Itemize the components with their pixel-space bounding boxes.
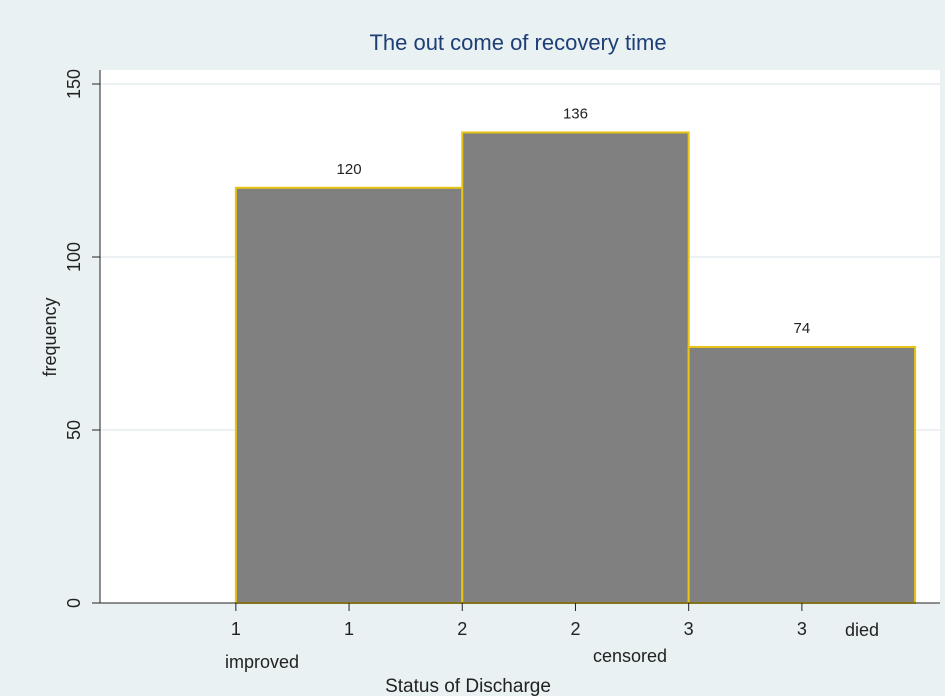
annotation: improved — [225, 652, 299, 672]
bar — [234, 186, 464, 605]
x-tick-label: 2 — [570, 619, 580, 639]
annotation: died — [845, 620, 879, 640]
y-tick-label: 100 — [64, 242, 84, 272]
bar — [461, 131, 690, 604]
x-tick-label: 2 — [457, 619, 467, 639]
x-tick-label: 1 — [231, 619, 241, 639]
y-tick-label: 150 — [64, 69, 84, 99]
data-label: 136 — [563, 105, 588, 122]
data-label: 74 — [794, 320, 811, 337]
bar — [687, 345, 917, 604]
y-axis-label: frequency — [40, 297, 60, 376]
y-tick-label: 0 — [64, 598, 84, 608]
x-tick-label: 3 — [797, 619, 807, 639]
annotation: censored — [593, 646, 667, 666]
x-axis-label: Status of Discharge — [385, 676, 551, 696]
chart-title: The out come of recovery time — [369, 30, 666, 55]
x-tick-label: 3 — [684, 619, 694, 639]
y-tick-label: 50 — [64, 420, 84, 440]
data-label: 120 — [337, 161, 362, 178]
x-tick-label: 1 — [344, 619, 354, 639]
